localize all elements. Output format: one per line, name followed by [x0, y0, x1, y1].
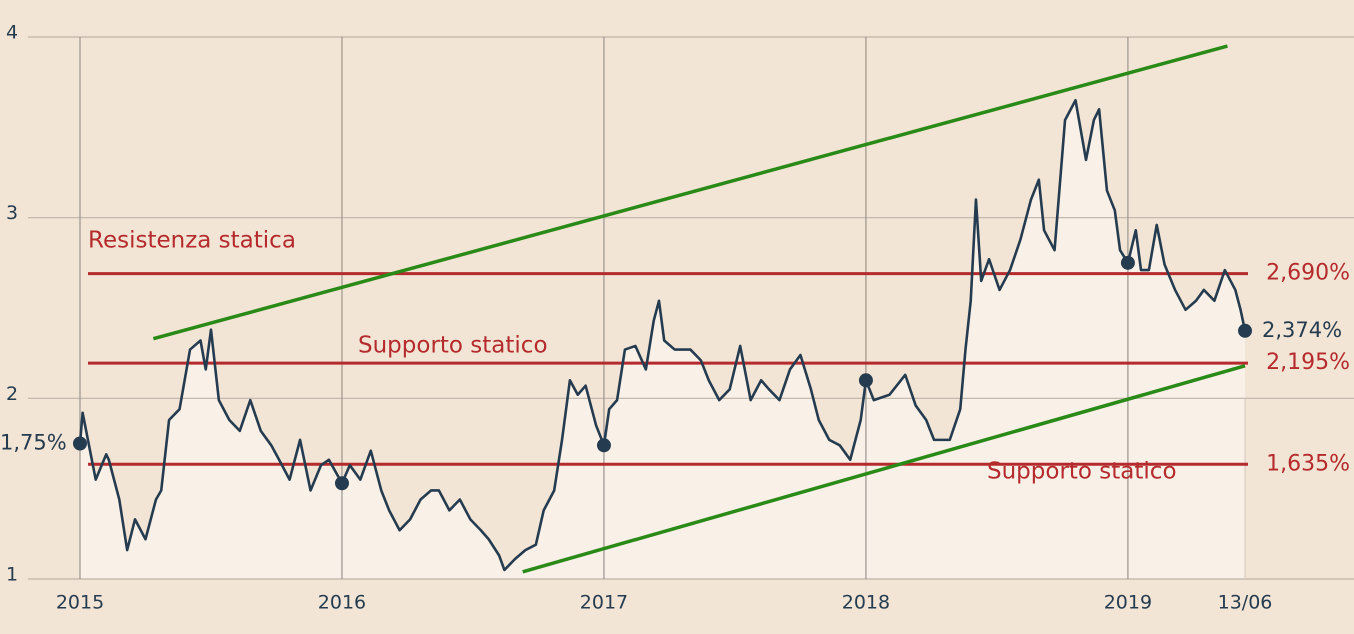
y-tick-label: 2	[6, 383, 18, 405]
y-tick-label: 4	[6, 22, 18, 44]
point-label: 2,374%	[1262, 318, 1342, 342]
x-tick-label: 2017	[580, 592, 628, 614]
point-marker	[334, 476, 349, 491]
point-marker	[1120, 255, 1135, 270]
point-marker	[858, 373, 873, 388]
y-tick-label: 3	[6, 202, 18, 224]
x-tick-label: 2018	[842, 592, 890, 614]
annotation: Resistenza statica	[88, 228, 296, 254]
x-tick-label: 2016	[318, 592, 366, 614]
level-label: 2,195%	[1266, 350, 1350, 375]
level-label: 2,690%	[1266, 261, 1350, 286]
trend-line	[152, 44, 1228, 341]
trend-line	[522, 364, 1246, 574]
point-marker	[1238, 323, 1253, 338]
point-marker	[73, 436, 87, 451]
x-tick-label: 2019	[1104, 592, 1152, 614]
x-tick-label: 2015	[56, 592, 104, 614]
area-fill	[80, 100, 1246, 579]
point-label: 1,75%	[0, 431, 67, 455]
annotation: Supporto statico	[987, 459, 1177, 485]
annotation: Supporto statico	[358, 333, 548, 359]
x-tick-label: 13/06	[1218, 592, 1273, 614]
point-marker	[596, 438, 611, 453]
plot-layer: 1 2 3 4 2015 2016 2017 2018 2019 13/06 2,690% 2,195…	[0, 22, 1354, 614]
y-tick-label: 1	[6, 564, 18, 586]
level-label: 1,635%	[1266, 451, 1350, 476]
series-line	[78, 98, 1247, 572]
